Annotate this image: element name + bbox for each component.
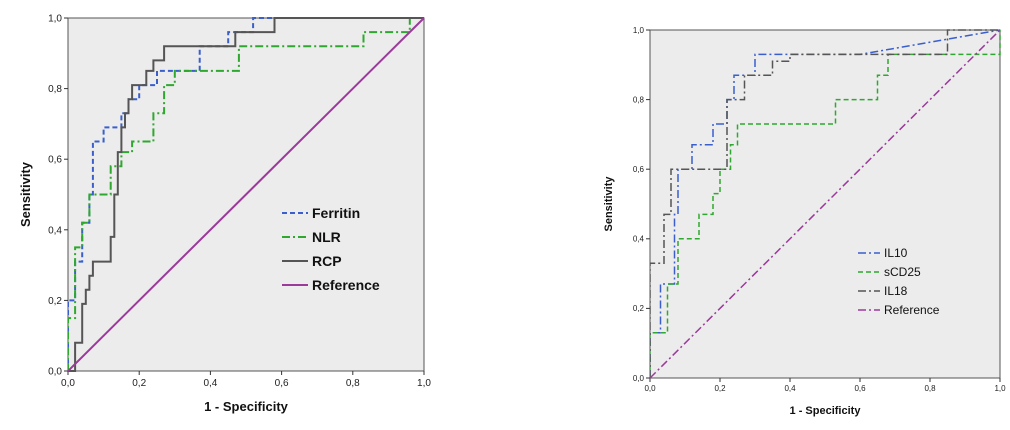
series-line-reference [68, 17, 425, 372]
x-tick-label: 0,8 [346, 378, 360, 389]
y-tick-label: 0,6 [633, 165, 645, 174]
x-tick-label: 0,0 [644, 384, 656, 393]
series-group [650, 29, 1001, 379]
y-tick-label: 0,2 [48, 296, 62, 307]
legend-label: Reference [884, 303, 940, 317]
series-line-nlr [68, 17, 424, 371]
x-tick-label: 1,0 [417, 378, 431, 389]
x-tick-label: 0,2 [132, 378, 146, 389]
y-tick-label: 1,0 [48, 14, 62, 25]
legend-label: sCD25 [884, 265, 921, 279]
legend-label: NLR [312, 229, 341, 245]
x-tick-label: 0,4 [784, 384, 796, 393]
series-line-reference [650, 29, 1001, 379]
y-tick-label: 0,6 [48, 155, 62, 166]
series-line-rcp [68, 17, 424, 372]
legend: Ferritin NLR RCP Reference [282, 205, 380, 293]
y-axis-title: Sensitivity [603, 176, 615, 232]
chart-1: 0,0 0,2 0,4 0,6 0,8 1,0 0,0 0,2 0,4 0,6 0,8 1,0 1 - … [18, 14, 431, 415]
x-tick-label: 0,0 [61, 378, 75, 389]
y-axis-title: Sensitivity [18, 161, 33, 227]
chart-2: 0,0 0,2 0,4 0,6 0,8 1,0 0,0 0,2 0,4 0,6 0,8 1,0 1 - … [603, 26, 1006, 417]
series-line-il18 [650, 29, 1000, 378]
x-axis-title: 1 - Specificity [204, 399, 289, 414]
y-tick-label: 1,0 [633, 26, 645, 35]
y-tick-label: 0,4 [48, 225, 62, 236]
y-tick-label: 0,0 [48, 367, 62, 378]
y-tick-label: 0,8 [633, 95, 645, 104]
x-tick-label: 0,8 [924, 384, 936, 393]
legend-label: RCP [312, 253, 342, 269]
y-tick-label: 0,8 [48, 84, 62, 95]
x-tick-label: 0,6 [854, 384, 866, 393]
x-tick-label: 1,0 [994, 384, 1006, 393]
y-tick-label: 0,2 [633, 304, 645, 313]
y-tick-label: 0,4 [633, 235, 645, 244]
legend-label: IL18 [884, 284, 908, 298]
legend-label: IL10 [884, 246, 908, 260]
series-group [68, 17, 425, 372]
legend-label: Reference [312, 277, 380, 293]
x-tick-label: 0,4 [203, 378, 217, 389]
x-tick-label: 0,6 [275, 378, 289, 389]
legend-label: Ferritin [312, 205, 360, 221]
legend: IL10 sCD25 IL18 Reference [858, 246, 940, 317]
x-axis-title: 1 - Specificity [790, 405, 862, 417]
x-tick-label: 0,2 [714, 384, 726, 393]
y-tick-label: 0,0 [633, 374, 645, 383]
